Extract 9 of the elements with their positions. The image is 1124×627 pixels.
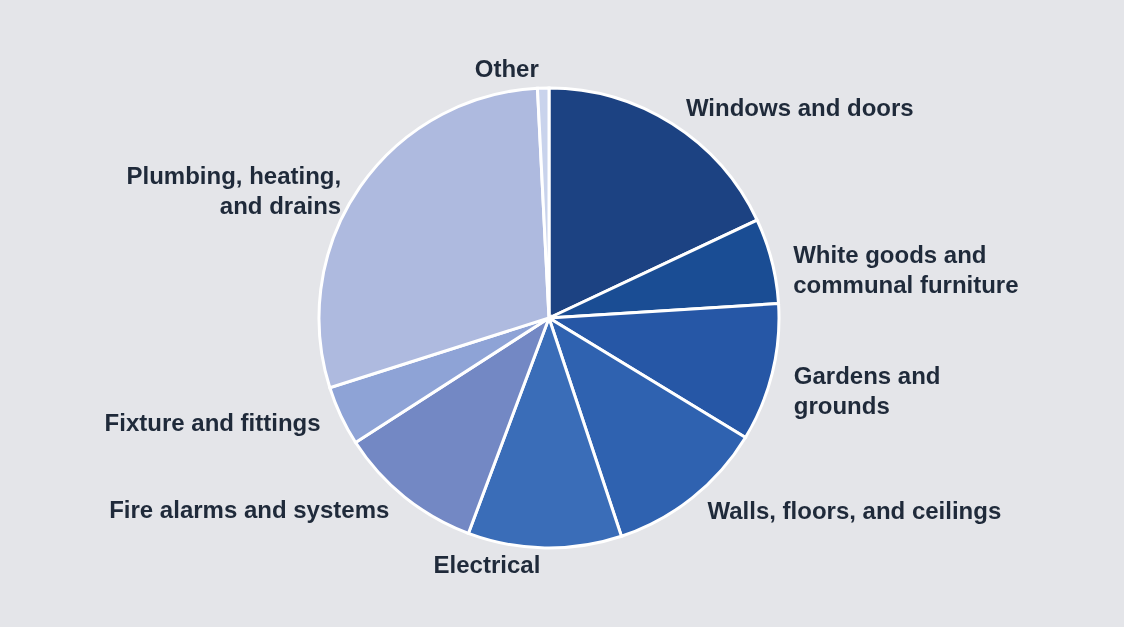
slice-label: Electrical: [433, 550, 541, 578]
slice-label: Other: [474, 55, 539, 83]
slice-label: Walls, floors, and ceilings: [707, 497, 1002, 525]
slice-label: Windows and doors: [685, 93, 914, 121]
slice-label: Plumbing, heating, and drains: [126, 161, 342, 219]
slice-label: Fire alarms and systems: [109, 496, 390, 524]
slice-label: White goods and communal furniture: [793, 241, 1019, 299]
slice-label: Gardens and grounds: [793, 362, 941, 420]
slice-label: Fixture and fittings: [104, 408, 321, 436]
